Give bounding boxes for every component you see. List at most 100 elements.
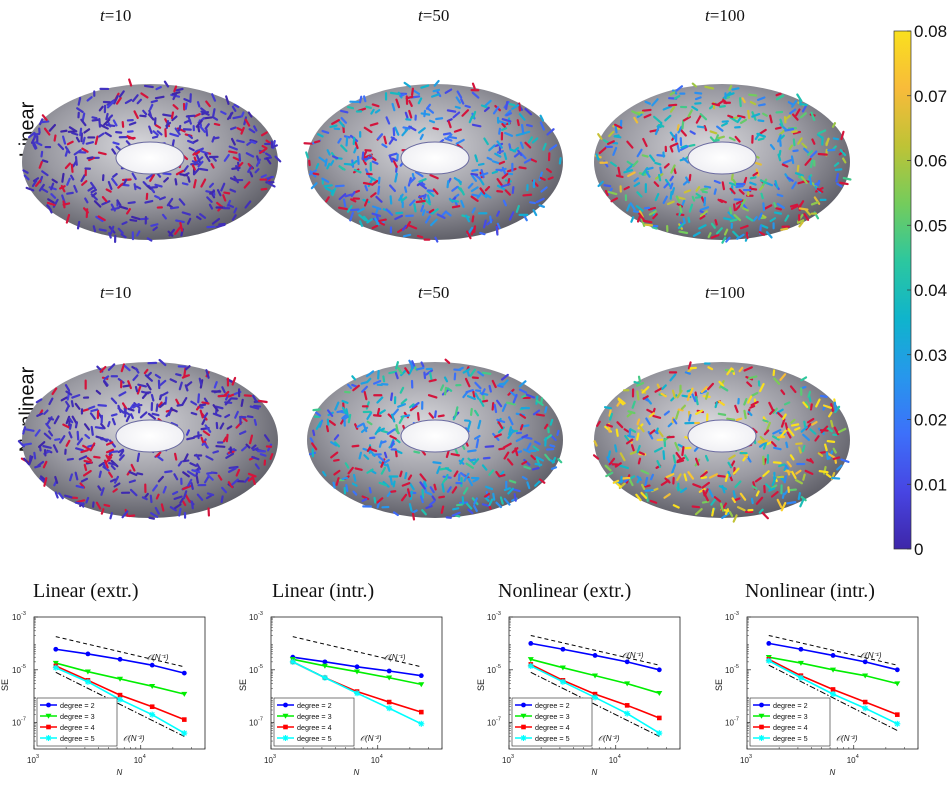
vector-arrow [405,221,412,229]
vector-arrow [220,110,227,115]
vector-arrow [436,465,441,475]
vector-arrow [149,103,154,111]
vector-arrow [483,106,490,113]
vector-arrow [351,444,360,448]
vector-arrow [441,483,445,493]
convergence-plot-nonlinear-extr: 10 3 10 410 -310 -510 -7SEN𝒪(N⁻¹)𝒪(N⁻²)degree … [476,611,681,777]
vector-arrow [65,439,71,447]
vector-arrow [79,127,83,137]
vector-arrow [409,490,413,501]
vector-arrow [89,181,97,190]
vector-arrow [513,152,520,158]
vector-arrow [419,133,424,141]
vector-arrow [80,449,89,454]
vector-arrow [81,112,86,122]
vector-arrow [679,128,687,137]
data-point [418,682,425,688]
vector-arrow [677,222,685,229]
vector-arrow [374,109,381,114]
vector-arrow [109,225,115,235]
vector-arrow [89,442,96,452]
vector-arrow [173,473,179,481]
vector-arrow [509,427,515,433]
vector-arrow [260,131,268,137]
vector-arrow [351,375,357,381]
vector-arrow [267,181,276,188]
vector-arrow [765,421,772,432]
vector-arrow [60,184,66,193]
vector-arrow [389,476,394,486]
vector-arrow [65,213,71,224]
vector-arrow [502,199,507,207]
vector-arrow [321,177,330,183]
vector-arrow [170,407,178,413]
data-point [386,668,392,674]
vector-arrow [769,409,775,415]
colorbar-tick-label: 0.07 [914,87,947,106]
data-point [758,735,765,741]
vector-arrow [806,417,815,424]
vector-arrow [735,185,744,189]
vector-arrow [376,501,381,509]
vector-arrow [659,166,663,175]
vector-arrow [789,385,797,394]
vector-arrow [801,444,806,453]
vector-arrow [727,211,735,220]
vector-arrow [274,155,282,163]
vector-arrow [464,377,471,388]
vector-arrow [467,420,472,431]
vector-arrow [482,219,487,229]
vector-arrow [733,213,742,222]
vector-arrow [179,221,184,232]
vector-arrow [721,122,728,127]
y-tick-label: 10 [725,613,734,622]
vector-arrow [668,103,678,107]
data-point [419,709,424,715]
vector-arrow [225,95,230,105]
vector-arrow [205,494,213,500]
vector-arrow [430,218,438,227]
vector-arrow [794,426,801,431]
vector-arrow [475,438,480,449]
vector-arrow [770,490,779,498]
vector-arrow [408,125,417,132]
vector-arrow [82,136,86,145]
vector-arrow [758,441,767,448]
vector-arrow [640,483,646,490]
vector-arrow [98,228,107,232]
vector-arrow [811,420,818,426]
vector-arrow [195,153,201,164]
vector-arrow [354,467,363,471]
vector-arrow [185,114,196,118]
vector-arrow [71,394,81,399]
vector-arrow [795,479,804,485]
y-tick-label: 10 [487,613,496,622]
vector-arrow [97,403,108,407]
vector-arrow [795,108,801,117]
vector-arrow [735,199,744,205]
vector-arrow [236,139,245,144]
vector-arrow [374,217,380,226]
vector-arrow [243,181,251,189]
data-point [53,646,59,652]
data-point [797,660,804,666]
vector-arrow [526,442,532,451]
vector-arrow [453,470,459,478]
vector-arrow [505,112,513,117]
vector-arrow [638,212,645,221]
vector-arrow [351,482,358,487]
data-point [52,664,59,671]
vector-arrow [496,184,506,191]
vector-arrow [385,208,394,216]
vector-arrow [203,442,209,449]
vector-arrow [377,185,381,195]
vector-arrow [110,413,118,417]
vector-arrow [800,425,808,433]
reference-label: 𝒪(N⁻¹) [384,653,406,662]
vector-arrow [187,176,191,183]
data-point [283,702,288,708]
y-axis-label: SE [238,679,248,691]
vector-arrow [240,126,245,135]
vector-arrow [198,403,207,407]
vector-arrow [65,390,73,396]
